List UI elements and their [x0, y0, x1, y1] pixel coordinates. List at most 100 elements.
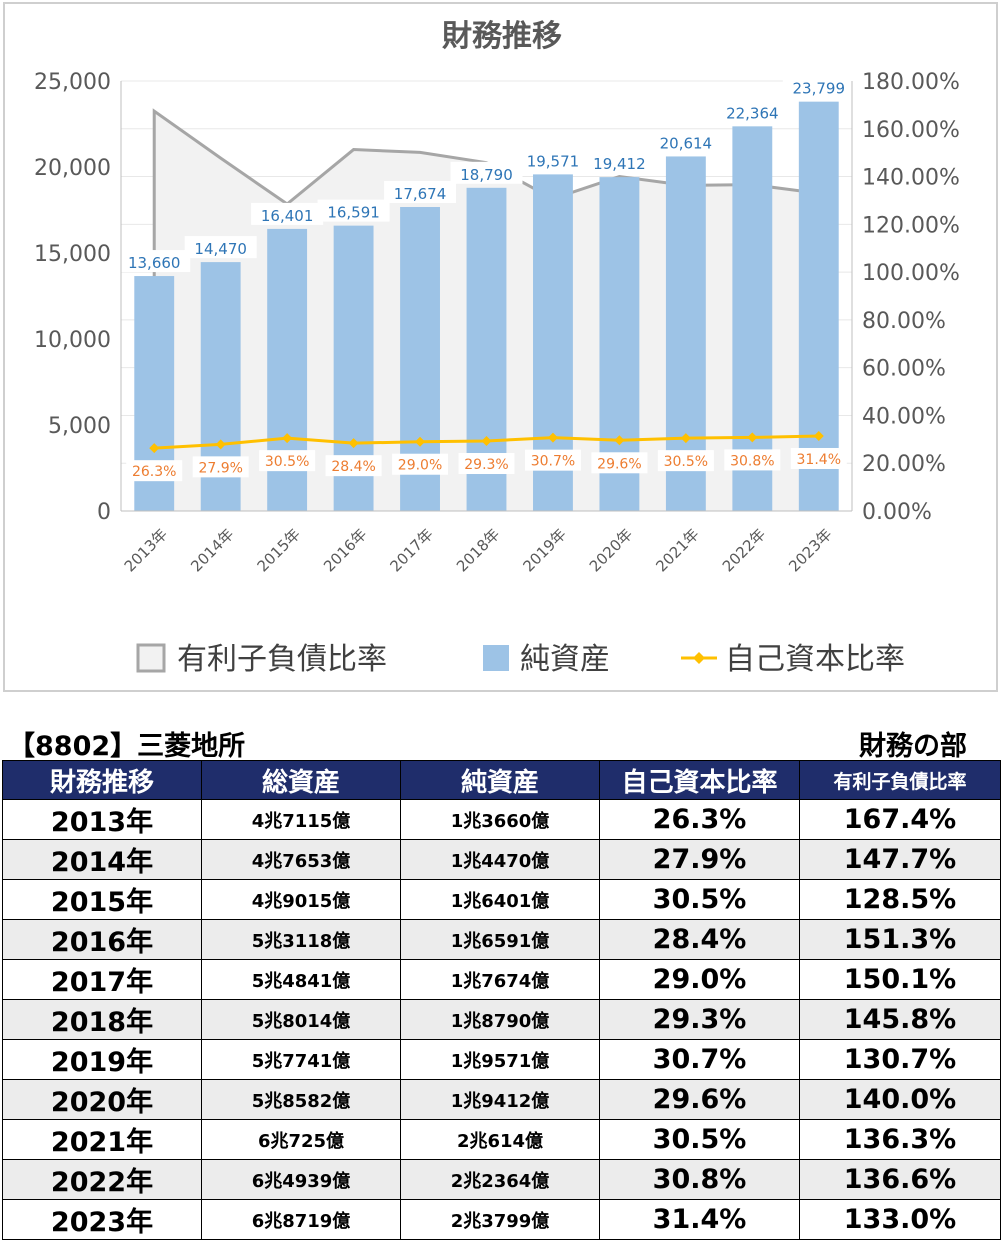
bar-data-label: 19,412 — [593, 155, 646, 173]
cell-total-assets: 6兆4939億 — [201, 1159, 401, 1200]
x-tick-label: 2022年 — [719, 525, 769, 575]
right-tick-label: 40.00% — [862, 404, 946, 429]
table-row: 2022年 6兆4939億 2兆2364億 30.8% 136.6% — [2, 1159, 1001, 1200]
cell-equity-ratio: 26.3% — [599, 799, 800, 840]
line-data-label: 29.0% — [398, 458, 442, 474]
cell-debt-ratio: 167.4% — [799, 799, 1001, 840]
bar-data-label: 19,571 — [527, 152, 580, 170]
header-debt-ratio: 有利子負債比率 — [799, 760, 1001, 800]
table-row: 2017年 5兆4841億 1兆7674億 29.0% 150.1% — [2, 959, 1001, 1000]
bar-data-label: 16,401 — [261, 207, 314, 225]
x-tick-label: 2013年 — [121, 525, 171, 575]
equity-ratio-point — [680, 433, 691, 444]
cell-equity-ratio: 29.3% — [599, 999, 800, 1040]
cell-total-assets: 5兆8014億 — [201, 999, 401, 1040]
line-label-bg — [192, 456, 249, 478]
cell-year: 2016年 — [2, 919, 202, 960]
right-tick-label: 180.00% — [862, 70, 960, 95]
table-row: 2015年 4兆9015億 1兆6401億 30.5% 128.5% — [2, 879, 1001, 920]
line-data-label: 27.9% — [198, 460, 242, 476]
cell-debt-ratio: 133.0% — [799, 1199, 1001, 1240]
cell-total-assets: 6兆8719億 — [201, 1199, 401, 1240]
cell-net-assets: 1兆8790億 — [400, 999, 600, 1040]
legend-debt-ratio: 有利子負債比率 — [177, 642, 387, 677]
data-labels: 13,660 14,470 16,401 16,591 17,674 18,790 19,5… — [118, 75, 855, 482]
cell-net-assets: 2兆614億 — [400, 1119, 600, 1160]
header-total-assets: 総資産 — [201, 760, 401, 800]
cell-total-assets: 5兆3118億 — [201, 919, 401, 960]
bar-label-bg — [716, 100, 789, 123]
table-row: 2019年 5兆7741億 1兆9571億 30.7% 130.7% — [2, 1039, 1001, 1080]
legend-area-swatch — [136, 643, 166, 673]
bar-data-label: 16,591 — [327, 204, 380, 222]
cell-equity-ratio: 28.4% — [599, 919, 800, 960]
cell-equity-ratio: 29.0% — [599, 959, 800, 1000]
x-tick-label: 2015年 — [254, 525, 304, 575]
cell-equity-ratio: 31.4% — [599, 1199, 800, 1240]
equity-ratio-point — [348, 438, 359, 449]
cell-net-assets: 1兆6401億 — [400, 879, 600, 920]
section-title: 財務の部 — [859, 731, 967, 762]
cell-net-assets: 1兆7674億 — [400, 959, 600, 1000]
cell-debt-ratio: 130.7% — [799, 1039, 1001, 1080]
bar-label-bg — [118, 250, 191, 273]
table-row: 2013年 4兆7115億 1兆3660億 26.3% 167.4% — [2, 799, 1001, 840]
cell-total-assets: 5兆4841億 — [201, 959, 401, 1000]
cell-total-assets: 4兆9015億 — [201, 879, 401, 920]
cell-equity-ratio: 30.5% — [599, 879, 800, 920]
cell-debt-ratio: 136.3% — [799, 1119, 1001, 1160]
right-tick-label: 80.00% — [862, 309, 946, 334]
line-label-bg — [392, 453, 449, 475]
table-body: 2013年 4兆7115億 1兆3660億 26.3% 167.4% 2014年 4兆765… — [2, 799, 1001, 1240]
cell-debt-ratio: 147.7% — [799, 839, 1001, 880]
table-row: 2021年 6兆725億 2兆614億 30.5% 136.3% — [2, 1119, 1001, 1160]
line-label-bg — [790, 447, 847, 469]
cell-net-assets: 1兆4470億 — [400, 839, 600, 880]
bar-label-bg — [384, 181, 457, 204]
cell-equity-ratio: 30.8% — [599, 1159, 800, 1200]
equity-ratio-point — [747, 432, 758, 443]
cell-total-assets: 4兆7115億 — [201, 799, 401, 840]
table-row: 2020年 5兆8582億 1兆9412億 29.6% 140.0% — [2, 1079, 1001, 1120]
legend-equity-ratio: 自己資本比率 — [725, 642, 905, 677]
left-tick-label: 20,000 — [34, 156, 111, 181]
cell-equity-ratio: 30.7% — [599, 1039, 800, 1080]
cell-equity-ratio: 27.9% — [599, 839, 800, 880]
bar-data-label: 20,614 — [660, 134, 713, 152]
cell-debt-ratio: 140.0% — [799, 1079, 1001, 1120]
left-tick-label: 15,000 — [34, 242, 111, 267]
right-tick-label: 160.00% — [862, 118, 960, 143]
line-label-bg — [657, 450, 714, 472]
line-data-label: 31.4% — [797, 452, 841, 468]
bar-label-bg — [251, 202, 324, 225]
header-year: 財務推移 — [2, 760, 202, 800]
line-label-bg — [259, 450, 316, 472]
bar-data-label: 23,799 — [793, 80, 846, 98]
legend-bar-swatch — [483, 645, 509, 671]
cell-year: 2021年 — [2, 1119, 202, 1160]
bar-label-bg — [649, 130, 722, 153]
bar-data-label: 18,790 — [460, 166, 513, 184]
equity-ratio-point — [481, 436, 492, 447]
bar-label-bg — [184, 236, 257, 259]
table-header-row: 財務推移 総資産 純資産 自己資本比率 有利子負債比率 — [2, 760, 1001, 800]
bar-label-bg — [782, 75, 855, 98]
header-net-assets: 純資産 — [400, 760, 600, 800]
equity-ratio-point — [282, 433, 293, 444]
bar-label-bg — [450, 161, 523, 184]
cell-year: 2020年 — [2, 1079, 202, 1120]
cell-debt-ratio: 150.1% — [799, 959, 1001, 1000]
line-label-bg — [591, 452, 648, 474]
left-tick-label: 0 — [97, 500, 111, 525]
cell-year: 2015年 — [2, 879, 202, 920]
equity-ratio-point — [614, 435, 625, 446]
chart-svg: 財務推移 13,660 14,470 16,401 16,591 17,674 18,79… — [34, 19, 960, 677]
line-label-bg — [724, 449, 781, 471]
line-data-label: 30.5% — [664, 454, 708, 470]
bar-data-label: 22,364 — [726, 104, 779, 122]
cell-net-assets: 2兆3799億 — [400, 1199, 600, 1240]
right-tick-label: 20.00% — [862, 452, 946, 477]
bar-data-label: 13,660 — [128, 254, 181, 272]
right-tick-label: 100.00% — [862, 261, 960, 286]
left-tick-label: 25,000 — [34, 70, 111, 95]
